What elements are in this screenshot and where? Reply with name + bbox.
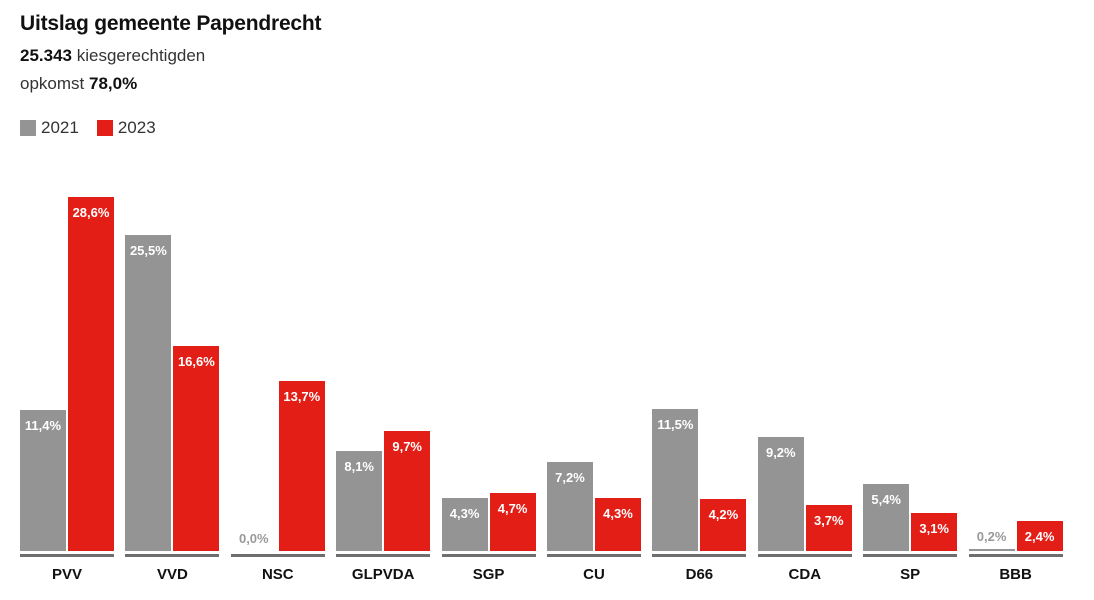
legend: 2021 2023 [20,118,156,138]
value-label: 4,2% [708,507,739,522]
group-baseline [652,554,747,557]
bar-2023-vvd [173,345,220,551]
value-label: 0,0% [238,531,269,546]
category-label: BBB [999,566,1032,583]
category-label: GLPVDA [351,566,415,583]
bar-2021-d66 [652,408,699,551]
bar-2021-sgp [441,497,488,551]
category-label: SGP [472,566,505,583]
turnout-value: 78,0% [88,74,138,93]
value-label: 11,5% [657,416,694,432]
value-label: 25,5% [129,243,167,259]
voters-label: kiesgerechtigden [76,46,206,65]
bar-2023-cu [595,497,641,551]
bar-2023-bbb [1016,521,1063,551]
category-label: D66 [685,566,714,583]
bar-2023-pvv [68,197,114,551]
legend-item-2021: 2021 [20,118,79,138]
value-label: 4,3% [449,505,480,521]
bar-2023-sp [911,512,958,551]
value-label: 8,1% [344,458,374,474]
category-label: PVV [51,566,82,583]
bar-2023-glpvda [384,430,431,551]
group-baseline [441,554,536,557]
value-label: 7,2% [555,469,585,485]
bar-2021-sp [863,484,910,551]
value-label: 16,6% [177,353,215,369]
group-baseline [968,554,1063,557]
bar-2023-d66 [700,499,747,551]
category-label: CDA [788,566,822,583]
group-baseline [230,554,325,557]
group-baseline [547,554,641,557]
legend-label: 2023 [117,118,156,137]
legend-label: 2021 [41,118,79,137]
value-label: 11,4% [24,417,62,433]
turnout-label: opkomst [20,74,85,93]
legend-swatch [20,120,36,136]
legend-swatch [96,120,113,136]
value-label: 13,7% [283,389,321,405]
bar-2023-sgp [489,492,536,551]
category-label: NSC [261,566,294,583]
value-label: 28,6% [72,205,110,220]
bar-2021-pvv [20,409,66,551]
voters-value: 25.343 [20,46,72,65]
category-label: VVD [156,566,188,583]
turnout-info: opkomst 78,0% [20,74,137,94]
bar-2021-cu [547,461,593,551]
bar-2023-cda [805,505,852,551]
bar-2023-nsc [278,381,325,551]
chart-title: Uitslag gemeente Papendrecht [20,12,322,35]
bar-2021-cda [757,437,804,551]
bar-2021-glpvda [336,450,383,551]
group-baseline [20,554,114,557]
value-label: 3,1% [919,520,949,536]
group-baseline [125,554,220,557]
category-label: SP [900,566,921,583]
bar-2021-bbb [968,548,1015,551]
category-label: CU [583,566,605,583]
bar-2021-vvd [125,235,172,551]
value-label: 0,2% [976,528,1007,544]
group-baseline [863,554,958,557]
value-label: 4,3% [603,505,633,521]
value-label: 9,7% [392,438,422,454]
value-label: 2,4% [1024,529,1055,545]
value-label: 3,7% [813,513,844,529]
group-baseline [336,554,431,557]
value-label: 5,4% [871,492,901,508]
value-label: 4,7% [497,500,528,516]
value-label: 9,2% [765,445,796,461]
legend-item-2023: 2023 [96,118,156,138]
voters-info: 25.343 kiesgerechtigden [20,46,205,66]
group-baseline [757,554,852,557]
